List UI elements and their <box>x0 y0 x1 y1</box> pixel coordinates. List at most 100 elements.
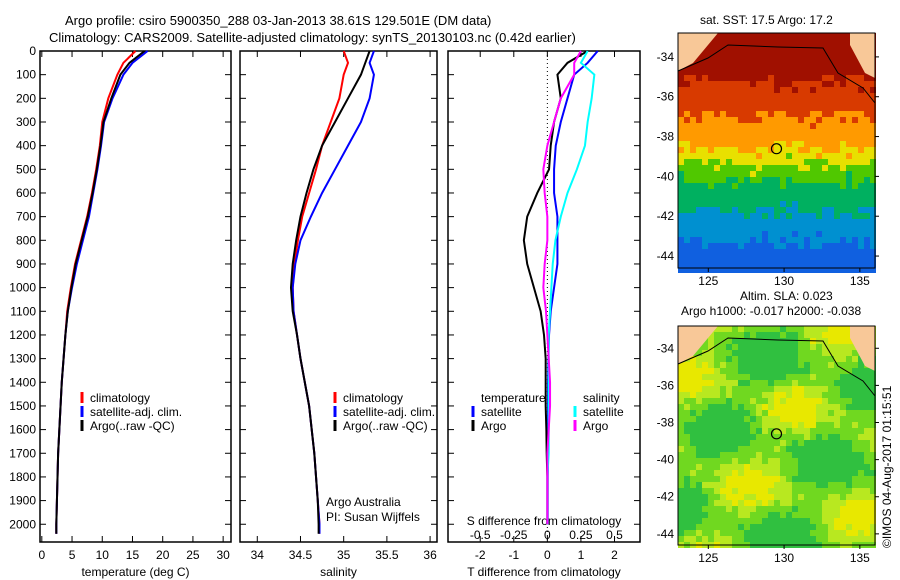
map-cell <box>792 111 798 117</box>
map-cell <box>780 39 786 45</box>
map-cell <box>786 392 792 398</box>
map-cell <box>780 87 786 93</box>
map-cell <box>852 165 858 171</box>
map-cell <box>756 326 762 332</box>
map-cell <box>774 476 780 482</box>
map-cell <box>702 470 708 476</box>
y-tick-label: 1100 <box>10 304 36 318</box>
map-cell <box>774 410 780 416</box>
map-cell <box>702 153 708 159</box>
map-cell <box>870 255 876 261</box>
map-cell <box>708 440 714 446</box>
map-cell <box>768 500 774 506</box>
map-cell <box>852 380 858 386</box>
map-cell <box>774 117 780 123</box>
map-cell <box>678 267 684 273</box>
map-cell <box>828 225 834 231</box>
map-cell <box>768 33 774 39</box>
map-cell <box>816 267 822 273</box>
map-cell <box>702 237 708 243</box>
map-cell <box>678 416 684 422</box>
map-cell <box>720 243 726 249</box>
map-cell <box>708 87 714 93</box>
map-cell <box>732 111 738 117</box>
map-cell <box>798 374 804 380</box>
map-cell <box>852 530 858 536</box>
map-cell <box>858 201 864 207</box>
land-east <box>850 33 875 78</box>
map-cell <box>732 39 738 45</box>
map-cell <box>690 153 696 159</box>
map-cell <box>714 350 720 356</box>
map-cell <box>786 512 792 518</box>
map-cell <box>834 177 840 183</box>
map-cell <box>864 482 870 488</box>
map-cell <box>798 249 804 255</box>
map-cell <box>714 63 720 69</box>
map-cell <box>840 201 846 207</box>
map-cell <box>816 147 822 153</box>
map-cell <box>846 177 852 183</box>
map-cell <box>738 231 744 237</box>
map-cell <box>708 153 714 159</box>
map-cell <box>816 231 822 237</box>
y-tick-label: 200 <box>16 91 36 105</box>
map-cell <box>846 189 852 195</box>
map-cell <box>774 159 780 165</box>
map-cell <box>810 147 816 153</box>
map-cell <box>840 99 846 105</box>
map-cell <box>690 123 696 129</box>
map-cell <box>714 368 720 374</box>
map-cell <box>804 183 810 189</box>
map-cell <box>678 165 684 171</box>
map-cell <box>834 129 840 135</box>
map-cell <box>762 111 768 117</box>
map-cell <box>864 183 870 189</box>
map-y-tick-label: -38 <box>657 416 675 430</box>
map-cell <box>792 267 798 273</box>
map-cell <box>756 99 762 105</box>
map-cell <box>684 476 690 482</box>
map-cell <box>840 380 846 386</box>
map-cell <box>828 518 834 524</box>
map-cell <box>840 141 846 147</box>
map-cell <box>864 99 870 105</box>
map-cell <box>846 111 852 117</box>
map-cell <box>792 237 798 243</box>
x-tick-label: 0 <box>38 548 45 562</box>
map-cell <box>774 207 780 213</box>
map-cell <box>732 33 738 39</box>
map-cell <box>708 93 714 99</box>
map-cell <box>774 243 780 249</box>
map-cell <box>840 153 846 159</box>
map-cell <box>726 344 732 350</box>
map-cell <box>834 141 840 147</box>
map-cell <box>840 135 846 141</box>
map-cell <box>864 380 870 386</box>
map-cell <box>792 362 798 368</box>
map-cell <box>720 392 726 398</box>
map-cell <box>750 332 756 338</box>
map-cell <box>840 129 846 135</box>
map-cell <box>768 452 774 458</box>
map-cell <box>786 410 792 416</box>
map-cell <box>768 464 774 470</box>
map-cell <box>828 440 834 446</box>
map-cell <box>750 440 756 446</box>
map-cell <box>762 207 768 213</box>
map-cell <box>858 261 864 267</box>
map-cell <box>852 255 858 261</box>
map-cell <box>852 87 858 93</box>
map-cell <box>708 494 714 500</box>
map-cell <box>864 105 870 111</box>
map-cell <box>816 410 822 416</box>
map-cell <box>798 153 804 159</box>
map-cell <box>726 410 732 416</box>
map-cell <box>840 440 846 446</box>
map-cell <box>870 506 876 512</box>
map-cell <box>750 99 756 105</box>
map-cell <box>744 183 750 189</box>
map-cell <box>852 249 858 255</box>
map-cell <box>840 51 846 57</box>
map-cell <box>744 213 750 219</box>
